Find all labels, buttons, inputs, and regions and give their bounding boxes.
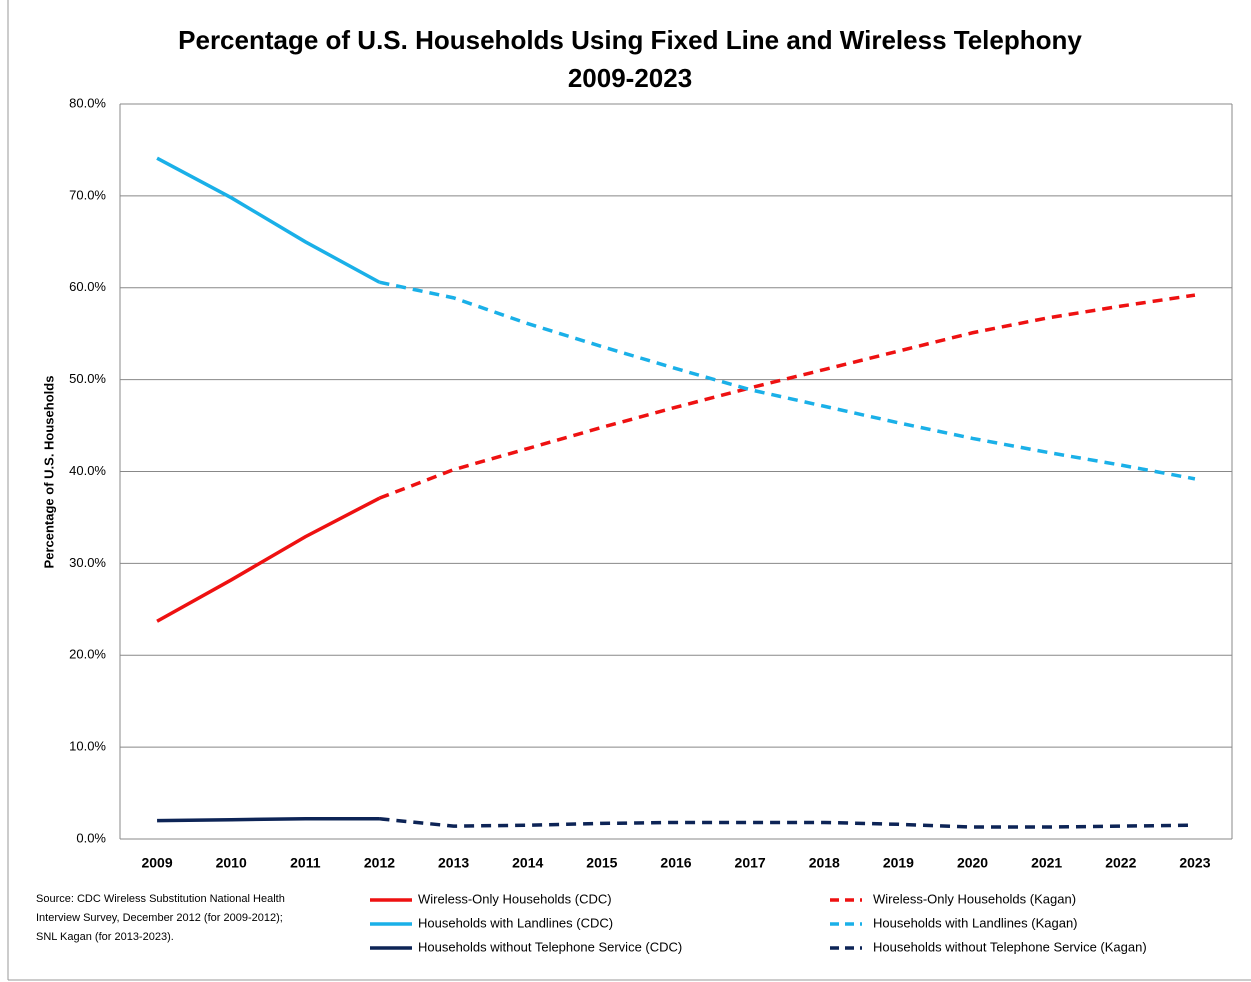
x-tick-label: 2009 [141,855,172,871]
x-tick-label: 2011 [290,855,321,871]
source-note: Interview Survey, December 2012 (for 200… [36,912,283,924]
source-note: Source: CDC Wireless Substitution Nation… [36,893,285,905]
legend-label: Wireless-Only Households (Kagan) [873,891,1076,906]
y-axis-label: Percentage of U.S. Households [41,376,56,569]
x-tick-label: 2013 [438,855,469,871]
x-tick-label: 2022 [1105,855,1136,871]
y-tick-label: 50.0% [69,371,106,386]
legend-label: Households with Landlines (CDC) [418,915,613,930]
y-tick-label: 60.0% [69,279,106,294]
x-tick-label: 2017 [735,855,766,871]
legend-label: Households without Telephone Service (CD… [418,939,682,954]
chart-subtitle: 2009-2023 [568,63,692,93]
y-tick-label: 40.0% [69,463,106,478]
y-tick-label: 30.0% [69,555,106,570]
x-tick-label: 2012 [364,855,395,871]
y-tick-label: 80.0% [69,95,106,110]
series-line [156,156,381,284]
y-tick-label: 20.0% [69,647,106,662]
series-line [157,817,380,823]
y-tick-label: 0.0% [76,830,106,845]
legend-label: Households with Landlines (Kagan) [873,915,1078,930]
y-tick-label: 70.0% [69,187,106,202]
x-tick-label: 2019 [883,855,914,871]
legend-label: Wireless-Only Households (CDC) [418,891,612,906]
x-tick-label: 2020 [957,855,988,871]
series-line [156,496,381,623]
x-tick-label: 2010 [216,855,247,871]
x-tick-label: 2014 [512,855,543,871]
legend-label: Households without Telephone Service (Ka… [873,939,1147,954]
series-line [379,280,1196,481]
x-tick-label: 2016 [660,855,691,871]
series-line [378,293,1196,500]
x-tick-label: 2023 [1179,855,1210,871]
chart-title: Percentage of U.S. Households Using Fixe… [178,25,1082,55]
y-tick-label: 10.0% [69,739,106,754]
series-line [379,817,1195,829]
source-note: SNL Kagan (for 2013-2023). [36,931,174,943]
x-tick-label: 2021 [1031,855,1062,871]
x-tick-label: 2015 [586,855,617,871]
x-tick-label: 2018 [809,855,840,871]
